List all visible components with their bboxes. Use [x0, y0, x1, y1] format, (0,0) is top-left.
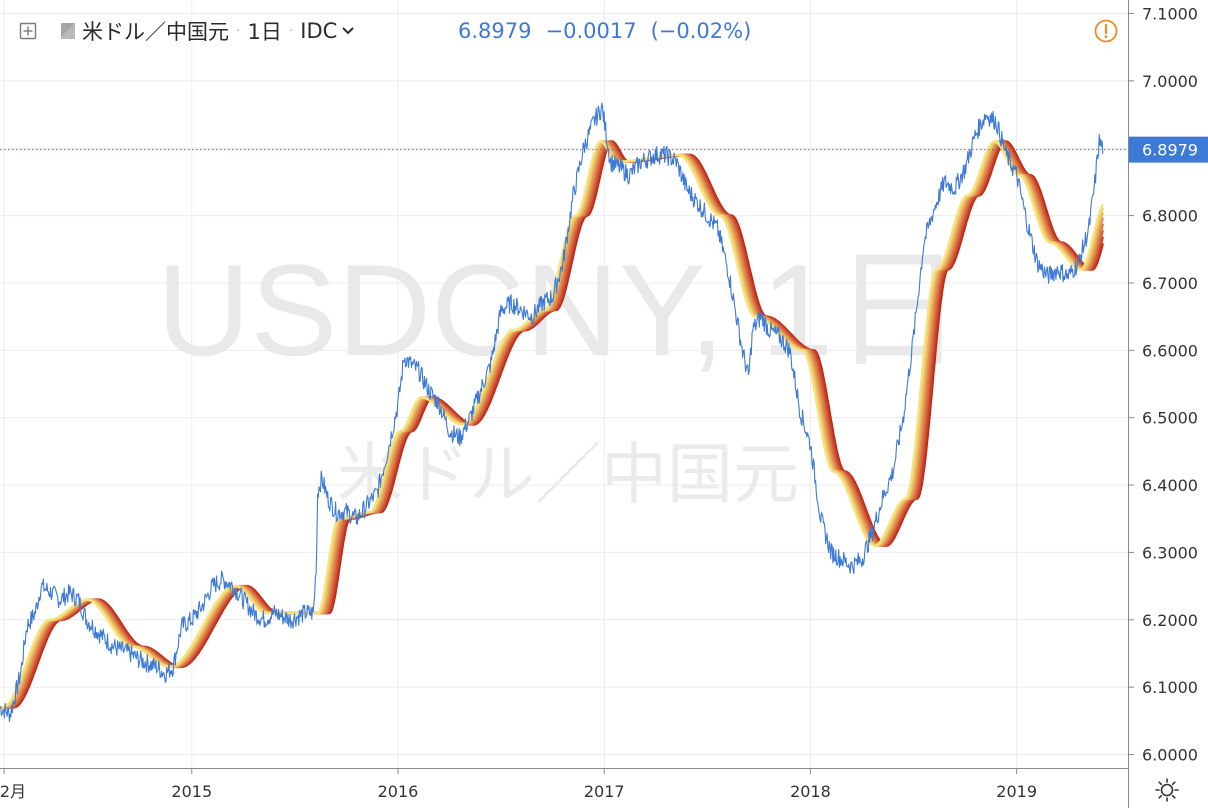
- moving-average-line: [0, 140, 1104, 709]
- price-tick-label: 6.1000: [1142, 678, 1198, 697]
- moving-average-line: [0, 140, 1104, 709]
- warning-icon[interactable]: [1094, 19, 1118, 43]
- time-tick-label: 2017: [584, 782, 625, 801]
- price-axis[interactable]: 7.10007.00006.90006.80006.70006.60006.50…: [1128, 4, 1208, 765]
- price-change-percent: (−0.02%): [650, 19, 752, 43]
- price-axis-border: [1128, 0, 1129, 808]
- moving-average-line: [0, 140, 1104, 709]
- expand-icon[interactable]: [18, 21, 38, 41]
- price-tick-label: 6.2000: [1142, 611, 1198, 630]
- symbol-name[interactable]: 米ドル／中国元: [82, 20, 229, 44]
- price-tick-label: 6.3000: [1142, 543, 1198, 562]
- chevron-down-icon[interactable]: [341, 26, 355, 36]
- time-axis[interactable]: 2月 2015 2016 2017 2018 2019: [0, 768, 1037, 801]
- price-tick-label: 6.8000: [1142, 207, 1198, 226]
- price-tick-label: 6.4000: [1142, 476, 1198, 495]
- settings-icon[interactable]: [1154, 777, 1180, 803]
- grid-lines: [0, 0, 1128, 768]
- source-label[interactable]: IDC: [300, 19, 338, 43]
- time-tick-label: 2018: [790, 782, 831, 801]
- moving-average-line: [0, 140, 1104, 709]
- time-tick-label: 2015: [171, 782, 212, 801]
- moving-average-line: [0, 140, 1104, 709]
- legend-values: 6.8979 −0.0017 (−0.02%): [458, 15, 765, 47]
- legend-separator: ·: [288, 23, 294, 39]
- price-series: [0, 102, 1104, 723]
- moving-average-line: [0, 140, 1104, 709]
- price-tick-label: 6.0000: [1142, 746, 1198, 765]
- moving-average-ribbon: [0, 140, 1104, 709]
- price-line: [0, 102, 1104, 723]
- price-tick-label: 7.1000: [1142, 4, 1198, 23]
- time-axis-border: [0, 768, 1128, 769]
- time-tick-label: 2016: [378, 782, 419, 801]
- price-change-value: −0.0017: [545, 19, 637, 43]
- last-price-tag: [1129, 136, 1208, 163]
- last-price-tag-label: 6.8979: [1142, 141, 1198, 160]
- price-tick-label: 6.5000: [1142, 409, 1198, 428]
- series-color-icon[interactable]: [60, 22, 76, 40]
- price-tick-label: 6.7000: [1142, 274, 1198, 293]
- chart-legend: 米ドル／中国元 · 1日 · IDC: [18, 15, 355, 47]
- price-tick-label: 7.0000: [1142, 72, 1198, 91]
- moving-average-line: [0, 140, 1104, 709]
- price-tick-label: 6.6000: [1142, 341, 1198, 360]
- time-tick-label: 2019: [996, 782, 1037, 801]
- time-tick-label: 2月: [0, 782, 26, 801]
- legend-separator: ·: [236, 23, 241, 39]
- symbol-watermark: USDCNY, 1日 米ドル／中国元: [157, 237, 964, 513]
- watermark-description-text: 米ドル／中国元: [337, 436, 799, 513]
- last-price-value: 6.8979: [458, 19, 532, 43]
- moving-average-line: [0, 140, 1104, 709]
- interval-label[interactable]: 1日: [247, 20, 282, 44]
